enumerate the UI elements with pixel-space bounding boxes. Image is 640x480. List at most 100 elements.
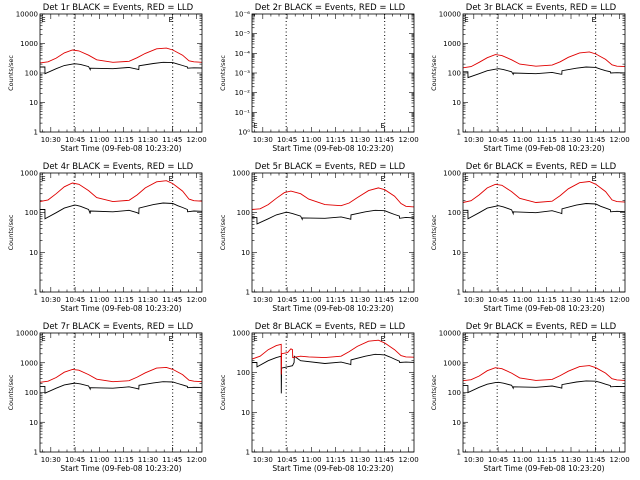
x-tick-label: 10:30 — [41, 296, 61, 304]
x-axis-label: Start Time (09-Feb-08 10:23:20) — [272, 464, 393, 473]
plot-frame — [462, 13, 626, 133]
y-tick-label: 1000 — [232, 330, 250, 338]
x-tick-label: 10:45 — [65, 296, 85, 304]
chart-title: Det 1r BLACK = Events, RED = LLD — [43, 3, 194, 13]
y-axis-label: Counts/sec — [219, 214, 227, 250]
x-tick-label: 10:30 — [41, 136, 61, 144]
y-axis-label: Counts/sec — [7, 55, 15, 91]
y-tick-label: 10 — [29, 99, 38, 107]
series-line-lld — [251, 339, 415, 375]
event-marker: E — [380, 175, 384, 183]
x-tick-label: 11:30 — [561, 136, 581, 144]
y-tick-label: 1000 — [20, 170, 38, 178]
event-marker: E — [591, 16, 595, 24]
y-axis-label: Counts/sec — [7, 374, 15, 410]
chart-panel-7: Det 7r BLACK = Events, RED = LLD 1 10 100 10… — [7, 322, 207, 473]
plot-frame — [251, 172, 415, 293]
y-tick-label: 10⁻² — [235, 89, 251, 97]
y-tick-label: 1 — [246, 449, 250, 457]
x-tick-label: 10:45 — [65, 136, 85, 144]
y-tick-label: 100 — [25, 209, 38, 217]
x-axis-label: Start Time (09-Feb-08 10:23:20) — [272, 144, 393, 153]
y-tick-label: 10000 — [439, 330, 461, 338]
plot-frame — [251, 13, 415, 133]
series-line-lld — [39, 366, 203, 383]
chart-title: Det 3r BLACK = Events, RED = LLD — [466, 3, 617, 13]
y-tick-label: 100 — [237, 369, 250, 377]
x-tick-label: 11:15 — [537, 136, 557, 144]
event-marker: E — [41, 335, 45, 343]
series-line-events — [40, 61, 203, 75]
x-axis-label: Start Time (09-Feb-08 10:23:20) — [483, 464, 604, 473]
y-tick-label: 10000 — [16, 330, 38, 338]
y-tick-label: 10⁻¹ — [235, 109, 251, 117]
x-tick-label: 11:00 — [301, 296, 321, 304]
x-tick-label: 12:00 — [399, 136, 419, 144]
y-tick-label: 1 — [34, 129, 38, 137]
x-tick-label: 12:00 — [610, 296, 630, 304]
x-axis-label: Start Time (09-Feb-08 10:23:20) — [272, 304, 393, 313]
event-marker: E — [253, 122, 257, 130]
x-tick-label: 12:00 — [610, 136, 630, 144]
event-marker: E — [380, 122, 384, 130]
x-tick-label: 10:45 — [277, 136, 297, 144]
x-tick-label: 11:15 — [537, 456, 557, 464]
y-tick-label: 1 — [34, 289, 38, 297]
y-tick-label: 10⁻⁶ — [235, 11, 251, 19]
y-tick-label: 10000 — [16, 11, 38, 19]
y-tick-label: 1 — [457, 289, 461, 297]
x-tick-label: 11:45 — [162, 296, 182, 304]
x-tick-label: 11:15 — [326, 136, 346, 144]
plot-frame — [462, 172, 626, 293]
event-marker: E — [591, 335, 595, 343]
x-tick-label: 11:45 — [585, 296, 605, 304]
series-line-lld — [462, 365, 626, 382]
x-tick-label: 10:45 — [488, 296, 508, 304]
chart-panel-9: Det 9r BLACK = Events, RED = LLD 1 10 100 10… — [430, 322, 630, 473]
x-tick-label: 11:15 — [114, 456, 134, 464]
x-tick-label: 11:15 — [326, 296, 346, 304]
x-tick-label: 11:30 — [138, 296, 158, 304]
y-tick-label: 10000 — [439, 11, 461, 19]
y-tick-label: 10⁻⁵ — [235, 30, 251, 38]
x-tick-label: 11:00 — [512, 296, 532, 304]
x-tick-label: 10:45 — [488, 136, 508, 144]
x-tick-label: 11:00 — [301, 136, 321, 144]
y-tick-label: 10 — [29, 249, 38, 257]
y-tick-label: 1000 — [443, 170, 461, 178]
x-tick-label: 11:30 — [350, 136, 370, 144]
plot-frame — [251, 332, 415, 453]
x-tick-label: 12:00 — [187, 296, 207, 304]
series-line-lld — [462, 181, 626, 203]
x-tick-label: 10:30 — [253, 456, 273, 464]
chart-panel-6: Det 6r BLACK = Events, RED = LLD 1 10 100 10… — [430, 162, 630, 313]
y-tick-label: 10⁻³ — [235, 70, 251, 78]
x-tick-label: 11:15 — [114, 136, 134, 144]
chart-panel-5: Det 5r BLACK = Events, RED = LLD 1 10 100 10… — [219, 162, 419, 313]
x-tick-label: 11:30 — [138, 456, 158, 464]
x-tick-label: 10:45 — [488, 456, 508, 464]
x-axis-label: Start Time (09-Feb-08 10:23:20) — [60, 464, 181, 473]
series-line-events — [463, 380, 626, 394]
y-tick-label: 100 — [448, 70, 461, 78]
y-axis-label: Counts/sec — [430, 214, 438, 250]
x-tick-label: 11:45 — [162, 456, 182, 464]
x-tick-label: 10:30 — [464, 296, 484, 304]
chart-panel-3: Det 3r BLACK = Events, RED = LLD 1 10 100 10… — [430, 3, 630, 153]
series-line-events — [252, 209, 415, 225]
x-tick-label: 11:15 — [537, 296, 557, 304]
y-axis-label: Counts/sec — [430, 374, 438, 410]
x-tick-label: 11:30 — [561, 296, 581, 304]
x-tick-label: 11:15 — [114, 296, 134, 304]
y-tick-label: 1000 — [20, 359, 38, 367]
x-tick-label: 11:00 — [512, 456, 532, 464]
x-tick-label: 11:30 — [138, 136, 158, 144]
event-marker: E — [168, 335, 172, 343]
chart-panel-8: Det 8r BLACK = Events, RED = LLD 1 10 100 10… — [219, 322, 419, 473]
x-tick-label: 11:00 — [301, 456, 321, 464]
event-marker: E — [591, 175, 595, 183]
x-tick-label: 11:30 — [350, 296, 370, 304]
series-line-events — [252, 353, 415, 394]
y-tick-label: 1000 — [443, 40, 461, 48]
y-tick-label: 10 — [241, 249, 250, 257]
